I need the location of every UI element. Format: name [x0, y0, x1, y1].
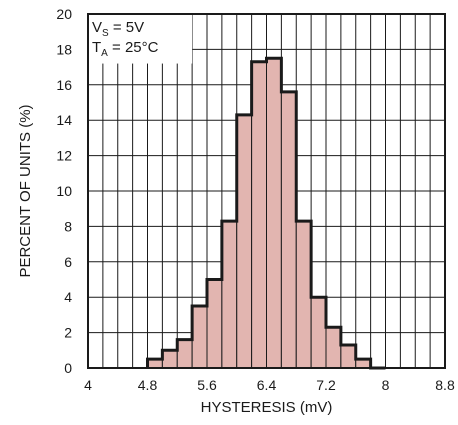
- histogram-outline: [146, 56, 386, 370]
- x-tick-label: 7.2: [316, 377, 336, 393]
- y-tick-label: 0: [64, 360, 72, 376]
- histogram-bar: [191, 305, 208, 369]
- supply-voltage-label: VS = 5V: [92, 19, 144, 39]
- ambient-temperature-label: TA = 25°C: [92, 39, 159, 59]
- y-tick-label: 6: [64, 254, 72, 270]
- y-tick-label: 8: [64, 218, 72, 234]
- histogram-bar: [236, 114, 253, 369]
- x-axis-title: HYSTERESIS (mV): [201, 399, 333, 416]
- histogram-bar: [221, 220, 238, 369]
- y-tick-labels: 0 2 4 6 8 10 12 14 16 18 20: [56, 6, 72, 376]
- y-tick-label: 10: [56, 183, 72, 199]
- conditions-annotation: VS = 5V TA = 25°C: [89, 15, 193, 64]
- histogram-bar: [206, 279, 223, 369]
- y-axis-title: PERCENT OF UNITS (%): [17, 104, 34, 277]
- histogram-bar: [176, 339, 193, 369]
- histogram-bar: [266, 57, 282, 369]
- y-tick-label: 16: [56, 77, 72, 93]
- x-tick-label: 8: [382, 377, 390, 393]
- histogram-bar: [295, 220, 312, 369]
- histogram-bar: [340, 344, 357, 369]
- y-tick-label: 12: [56, 148, 72, 164]
- x-tick-label: 4.8: [138, 377, 158, 393]
- y-tick-label: 14: [56, 112, 72, 128]
- histogram-bars: [147, 57, 372, 369]
- y-tick-label: 4: [64, 289, 72, 305]
- histogram-bar: [310, 296, 327, 369]
- x-tick-label: 6.4: [257, 377, 277, 393]
- x-tick-label: 4: [84, 377, 92, 393]
- histogram-bar: [280, 91, 297, 369]
- plot-frame: [87, 13, 446, 369]
- histogram-bar: [251, 61, 267, 369]
- y-tick-label: 20: [56, 6, 72, 22]
- x-tick-label: 8.8: [435, 377, 455, 393]
- histogram-bar: [161, 349, 178, 369]
- x-tick-labels: 4 4.8 5.6 6.4 7.2 8 8.8: [84, 377, 455, 393]
- histogram-outline-path: [146, 56, 386, 370]
- y-tick-label: 2: [64, 325, 72, 341]
- histogram-bar: [325, 326, 342, 369]
- x-tick-label: 5.6: [197, 377, 217, 393]
- y-tick-label: 18: [56, 41, 72, 57]
